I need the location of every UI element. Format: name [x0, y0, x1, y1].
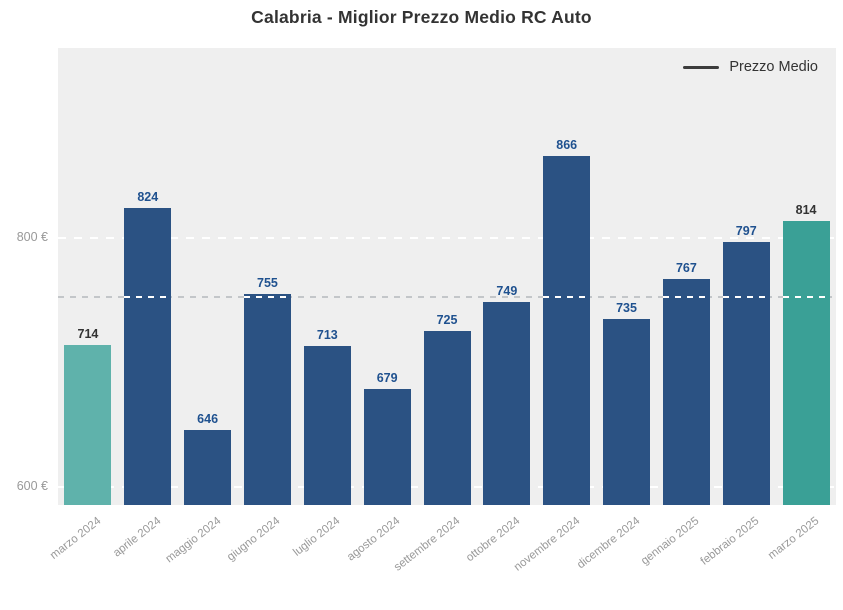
bar-gennaio-2025[interactable] [662, 279, 710, 505]
average-line [58, 296, 836, 298]
x-tick-label-agosto-2024: agosto 2024 [345, 515, 403, 564]
bar-febbraio-2025[interactable] [722, 241, 770, 505]
x-tick-label-gennaio-2025: gennaio 2025 [639, 515, 702, 568]
bar-aprile-2024[interactable] [124, 208, 172, 505]
bar-novembre-2024[interactable] [543, 155, 591, 505]
bar-value-label: 866 [556, 137, 578, 152]
chart-title: Calabria - Miglior Prezzo Medio RC Auto [251, 7, 592, 27]
bar-value-label: 824 [137, 190, 159, 205]
bar-luglio-2024[interactable] [303, 346, 351, 505]
legend-item-prezzo-medio[interactable]: Prezzo Medio [683, 59, 818, 75]
x-tick-label-ottobre-2024: ottobre 2024 [463, 515, 523, 565]
bar-giugno-2024[interactable] [243, 294, 291, 505]
bar-value-label: 797 [735, 223, 757, 238]
bar-value-label: 735 [616, 300, 637, 315]
bar-ottobre-2024[interactable] [483, 301, 531, 505]
average-line-overlay [543, 296, 591, 298]
bar-value-label: 725 [436, 313, 458, 328]
y-tick-label-800: 800 € [16, 230, 48, 244]
x-tick-label-aprile-2024: aprile 2024 [110, 515, 164, 560]
bar-value-label: 646 [197, 411, 219, 426]
bar-settembre-2024[interactable] [423, 331, 471, 505]
bar-agosto-2024[interactable] [363, 388, 411, 505]
bar-dicembre-2024[interactable] [603, 318, 651, 505]
bar-value-label: 749 [496, 283, 518, 298]
x-tick-label-maggio-2024: maggio 2024 [163, 515, 223, 566]
bar-marzo-2025[interactable] [782, 220, 830, 505]
x-tick-label-luglio-2024: luglio 2024 [291, 515, 343, 559]
average-line-overlay [782, 296, 830, 298]
plot-area: 714 824 646 755 713 679 725 749 866 735 767 797 814 [58, 48, 836, 505]
bar-value-label: 679 [376, 370, 398, 385]
legend-line-icon [683, 65, 720, 69]
bar-value-label: 814 [795, 202, 817, 217]
x-tick-label-marzo-2025: marzo 2025 [766, 515, 822, 562]
gridline-800 [58, 237, 836, 239]
x-tick-label-dicembre-2024: dicembre 2024 [574, 515, 642, 572]
average-line-overlay [722, 296, 770, 298]
average-line-overlay [243, 296, 291, 298]
x-tick-label-giugno-2024: giugno 2024 [225, 515, 283, 564]
bar-value-label: 767 [675, 261, 697, 276]
y-tick-label-600: 600 € [16, 479, 48, 493]
legend-label: Prezzo Medio [729, 59, 818, 75]
bar-maggio-2024[interactable] [184, 429, 232, 505]
average-line-overlay [124, 296, 172, 298]
average-line-overlay [662, 296, 710, 298]
bar-value-label: 714 [77, 327, 99, 342]
bar-value-label: 713 [316, 328, 338, 343]
bar-marzo-2024[interactable] [64, 345, 112, 505]
bar-value-label: 755 [257, 276, 278, 291]
x-tick-label-marzo-2024: marzo 2024 [48, 515, 104, 562]
x-tick-label-febbraio-2025: febbraio 2025 [698, 515, 762, 568]
